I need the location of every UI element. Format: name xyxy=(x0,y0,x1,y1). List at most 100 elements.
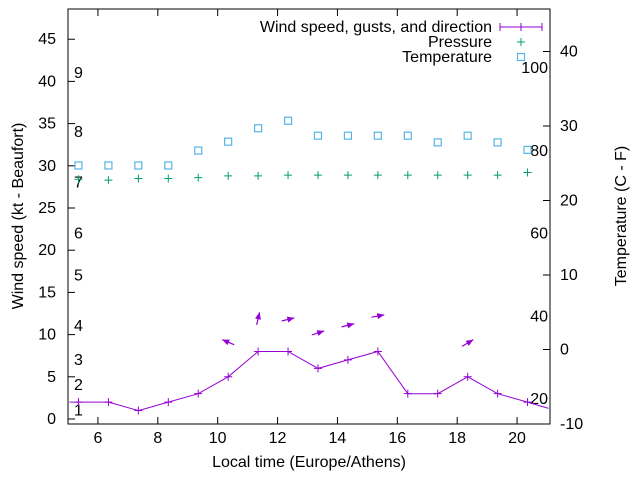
legend-sample-pressure-marker xyxy=(517,38,525,46)
fahrenheit-label: 100 xyxy=(521,60,548,77)
wind-speed-point xyxy=(313,364,322,373)
right-tick-label: -10 xyxy=(560,416,583,433)
temperature-point xyxy=(493,138,502,147)
x-tick-label: 18 xyxy=(448,430,466,447)
fahrenheit-label: 40 xyxy=(530,308,548,325)
pressure-point xyxy=(493,171,502,180)
pressure-point xyxy=(403,171,412,180)
pressure-point xyxy=(313,171,322,180)
x-tick-label: 20 xyxy=(508,430,526,447)
pressure-point xyxy=(74,175,83,184)
legend-label-wind: Wind speed, gusts, and direction xyxy=(260,19,492,36)
temperature-point xyxy=(313,131,323,140)
beaufort-label: 6 xyxy=(74,225,83,242)
beaufort-label: 2 xyxy=(74,377,83,394)
pressure-point xyxy=(523,168,532,177)
x-tick-label: 6 xyxy=(93,430,102,447)
x-tick-label: 10 xyxy=(209,430,227,447)
pressure-point xyxy=(224,171,233,180)
wind-speed-point xyxy=(343,355,352,364)
gust-arrow-head xyxy=(316,330,325,336)
legend-label-pressure: Pressure xyxy=(428,34,492,51)
left-tick-label: 15 xyxy=(38,284,56,301)
pressure-point xyxy=(104,176,113,185)
wind-speed-line xyxy=(69,350,549,412)
beaufort-label: 3 xyxy=(74,352,83,369)
temperature-point xyxy=(403,131,412,140)
wind-speed-point xyxy=(254,347,263,356)
wind-speed-point xyxy=(164,398,173,407)
wind-speed-point xyxy=(403,389,412,398)
temperature-point xyxy=(463,131,472,140)
temperature-point xyxy=(164,161,173,170)
plot-border xyxy=(67,8,551,425)
wind-speed-point xyxy=(433,389,442,398)
pressure-point xyxy=(134,174,143,183)
legend: Wind speed, gusts, and direction Pressur… xyxy=(260,19,543,66)
left-tick-label: 35 xyxy=(38,116,56,133)
right-tick-label: 10 xyxy=(560,267,578,284)
temperature-point xyxy=(254,124,263,133)
temperature-point xyxy=(194,146,203,155)
legend-sample-wind-marker xyxy=(517,23,525,31)
right-tick-label: 0 xyxy=(560,342,569,359)
left-axis-title: Wind speed (kt - Beaufort) xyxy=(10,123,27,310)
temperature-point xyxy=(224,137,233,146)
beaufort-label: 8 xyxy=(74,124,83,141)
pressure-point xyxy=(463,171,472,180)
pressure-point xyxy=(254,171,263,180)
x-tick-label: 8 xyxy=(153,430,162,447)
temperature-point xyxy=(343,131,353,140)
wind-speed-point xyxy=(493,389,502,398)
gust-arrow-head xyxy=(255,312,261,320)
left-tick-label: 20 xyxy=(38,242,56,259)
temperature-point xyxy=(283,116,293,125)
beaufort-label: 5 xyxy=(74,268,83,285)
wind-speed-point xyxy=(284,347,293,356)
pressure-point xyxy=(373,171,382,180)
legend-samples xyxy=(499,23,543,62)
wind-speed-point xyxy=(373,347,382,356)
right-tick-label: 20 xyxy=(560,193,578,210)
left-tick-label: 40 xyxy=(38,73,56,90)
gust-arrow-head xyxy=(465,339,474,346)
gust-arrow-head xyxy=(286,316,295,323)
legend-label-temperature: Temperature xyxy=(402,49,492,66)
legend-sample-temperature-marker xyxy=(516,52,526,62)
x-tick-label: 14 xyxy=(329,430,347,447)
pressure-point xyxy=(433,171,442,180)
wind-speed-point xyxy=(104,398,113,407)
left-tick-label: 10 xyxy=(38,327,56,344)
temperature-point xyxy=(104,161,113,170)
temperature-point xyxy=(74,161,83,170)
left-tick-label: 0 xyxy=(47,411,56,428)
beaufort-label: 1 xyxy=(74,403,83,420)
wind-speed-series xyxy=(69,347,549,415)
pressure-point xyxy=(343,171,352,180)
temperature-series xyxy=(74,116,532,170)
x-tick-label: 16 xyxy=(388,430,406,447)
temperature-point xyxy=(433,138,442,147)
gust-arrow-head xyxy=(346,322,355,329)
left-tick-label: 45 xyxy=(38,31,56,48)
temperature-point xyxy=(373,131,382,140)
plot-frame: 6 8 10 12 14 16 18 20051015202530354045-1001020… xyxy=(38,8,583,447)
wind-speed-point xyxy=(74,398,83,407)
left-tick-label: 25 xyxy=(38,200,56,217)
gust-arrow-head xyxy=(222,339,230,346)
left-tick-label: 30 xyxy=(38,158,56,175)
fahrenheit-label: 60 xyxy=(530,226,548,243)
wind-speed-point xyxy=(523,398,532,407)
beaufort-label: 9 xyxy=(74,65,83,82)
right-tick-label: 30 xyxy=(560,118,578,135)
right-tick-label: 40 xyxy=(560,44,578,61)
gust-direction-arrows xyxy=(221,312,474,347)
wind-speed-point xyxy=(224,372,233,381)
temperature-point xyxy=(523,145,532,154)
wind-speed-point xyxy=(194,389,203,398)
pressure-series xyxy=(74,168,532,185)
